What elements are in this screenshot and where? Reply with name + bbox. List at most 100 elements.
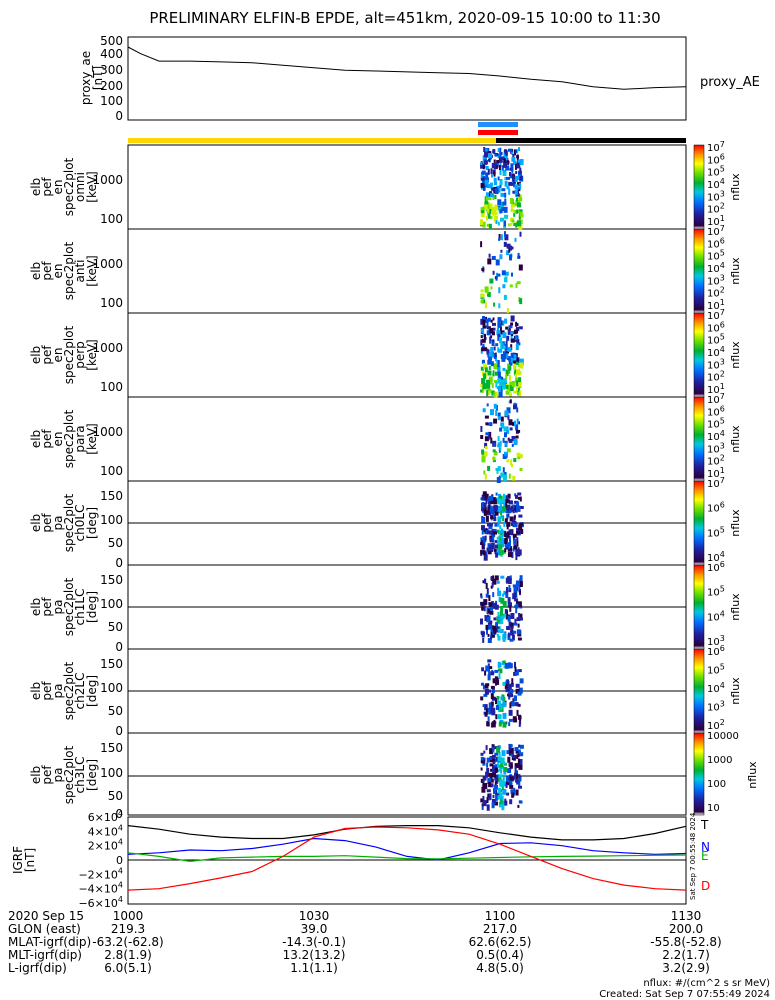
ae-ytick: 300	[100, 63, 123, 77]
igrf-ytick: 0	[116, 854, 123, 867]
spectro-pixel	[482, 383, 487, 390]
spectro-pixel	[507, 542, 511, 548]
spectro-pixel	[500, 696, 504, 701]
spectro-pixel	[484, 615, 487, 621]
spectro-pixel	[486, 797, 489, 803]
spectro-pixel	[503, 346, 506, 350]
ytick: 50	[108, 620, 123, 634]
ephem-value: 200.0	[669, 922, 703, 936]
spectro-pixel	[496, 330, 501, 336]
spectro-pixel	[485, 172, 489, 179]
spectro-pixel	[510, 663, 513, 668]
igrf-ylabel-1: IGRF	[11, 846, 25, 874]
spectro-pixel	[506, 353, 509, 358]
spectro-pixel	[489, 783, 494, 788]
spectro-pixel	[494, 784, 498, 790]
spectro-pixel	[495, 467, 500, 471]
spectro-pixel	[480, 173, 483, 179]
spectro-pixel	[487, 208, 490, 213]
spectro-pixel	[512, 533, 517, 538]
spectro-pixel	[481, 682, 484, 686]
spectro-pixel	[482, 800, 487, 807]
spectro-pixel	[498, 544, 503, 550]
spectro-pixel	[518, 264, 523, 271]
spectro-pixel	[481, 804, 484, 810]
spectro-pixel	[488, 782, 492, 788]
spectro-pixel	[505, 509, 508, 513]
spectro-pixel	[490, 437, 493, 444]
spectro-pixel	[497, 321, 501, 328]
spectro-pixel	[502, 777, 505, 783]
ylabel-line: elb	[29, 178, 43, 196]
spectro-pixel	[500, 498, 504, 504]
spectro-pixel	[487, 359, 492, 365]
spectro-pixel	[495, 789, 498, 795]
ae-ytick: 0	[115, 109, 123, 123]
ephem-value: 4.8(5.0)	[476, 961, 524, 975]
burst-bar-blue	[478, 122, 518, 127]
xtick: 1130	[671, 909, 702, 923]
spectro-pixel	[488, 431, 492, 438]
spectro-pixel	[497, 442, 501, 448]
spectro-pixel	[482, 179, 485, 185]
spectro-pixel	[499, 152, 502, 158]
spectro-pixel	[511, 436, 516, 441]
spectro-pixel	[516, 418, 519, 425]
spectro-pixel	[489, 763, 494, 767]
ephem-value: 13.2(13.2)	[283, 948, 346, 962]
spectro-pixel	[497, 774, 500, 780]
spectro-pixel	[501, 534, 504, 541]
spectro-pixel	[494, 774, 499, 781]
ylabel-line: [deg]	[85, 591, 99, 623]
spectro-pixel	[517, 703, 521, 707]
spectro-pixel	[497, 412, 501, 418]
spectro-pixel	[496, 365, 500, 371]
spectro-pixel	[493, 517, 497, 522]
spectro-pixel	[491, 798, 496, 804]
spectro-pixel	[509, 784, 514, 789]
spectro-pixel	[515, 373, 517, 378]
spectro-pixel	[501, 356, 506, 362]
spectro-pixel	[519, 183, 522, 189]
spectro-pixel	[505, 688, 509, 693]
spectro-pixel	[486, 349, 490, 354]
spectro-pixel	[495, 410, 498, 416]
spectro-pixel	[497, 531, 500, 535]
spectro-pixel	[499, 800, 503, 807]
spectro-pixel	[495, 371, 498, 376]
spectro-pixel	[489, 328, 494, 333]
spectro-pixel	[485, 745, 488, 751]
spectro-pixel	[484, 333, 486, 340]
spectro-pixel	[508, 780, 513, 785]
ephem-label: L-igrf(dip)	[8, 961, 67, 975]
spectro-pixel	[503, 769, 507, 775]
spectro-pixel	[497, 221, 500, 226]
ylabel-line: ch1LC	[73, 589, 87, 626]
spectro-pixel	[504, 231, 506, 238]
spectro-pixel	[508, 552, 512, 558]
spectro-pixel	[486, 215, 488, 221]
spectro-pixel	[507, 328, 511, 335]
ephem-value: -14.3(-0.1)	[282, 935, 346, 949]
spectro-pixel	[509, 381, 514, 388]
spectro-pixel	[490, 409, 494, 416]
spectro-pixel	[501, 530, 506, 537]
spectro-pixel	[480, 366, 484, 371]
spectro-pixel	[482, 333, 485, 338]
spectro-pixel	[487, 465, 491, 471]
igrf-ylabel-2: [nT]	[23, 848, 37, 872]
spectro-pixel	[497, 199, 502, 206]
spectro-pixel	[518, 326, 523, 330]
spectro-pixel	[493, 443, 496, 447]
spectro-pixel	[501, 613, 504, 617]
spectro-pixel	[496, 529, 500, 533]
spectro-pixel	[481, 544, 484, 549]
spectro-pixel	[484, 442, 488, 448]
spectro-pixel	[512, 698, 515, 703]
spectro-pixel	[484, 318, 489, 323]
spectro-pixel	[481, 210, 485, 214]
spectro-pixel	[498, 495, 503, 499]
spectro-pixel	[497, 540, 501, 547]
spectro-pixel	[498, 792, 503, 797]
spectro-pixel	[484, 684, 489, 689]
